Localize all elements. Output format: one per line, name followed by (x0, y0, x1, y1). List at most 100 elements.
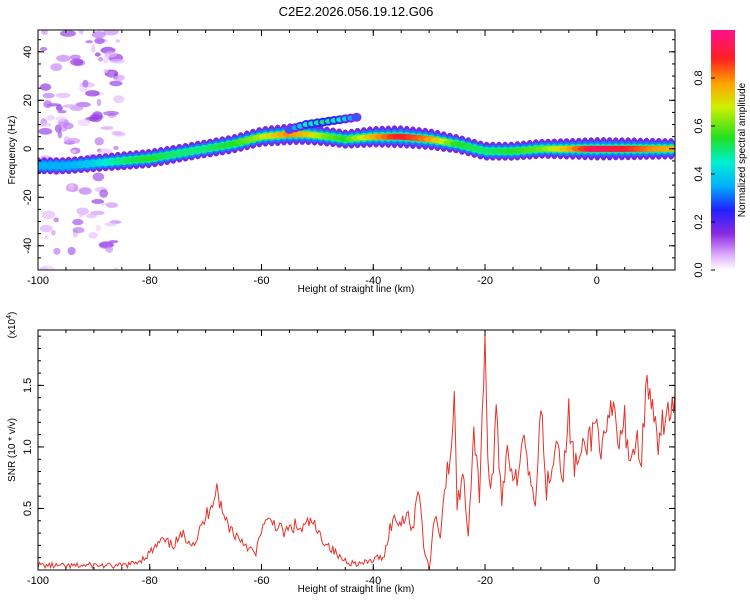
spectrogram-noise-blob (72, 227, 85, 234)
y-tick-label: 40 (22, 46, 34, 58)
spectrogram-noise-blob (99, 241, 114, 248)
colorbar-tick-label: 0.6 (693, 118, 705, 133)
x-tick-label: -100 (27, 575, 49, 587)
x-tick-label: -100 (27, 275, 49, 287)
spectrogram-ridge-cell (39, 161, 49, 170)
spectrogram-secondary-core (353, 114, 360, 120)
spectrogram-panel: -100 -80 -60 -40 -20 0 -40 -20 0 20 40 Height of s… (7, 29, 676, 295)
snr-multiplier-exp: 4 (6, 315, 13, 319)
y-tick-label: -20 (22, 189, 34, 205)
x-tick-label: -80 (142, 275, 158, 287)
x-tick-label: -40 (365, 275, 381, 287)
spectrogram-ticks: -100 -80 -60 -40 -20 0 -40 -20 0 20 40 (22, 30, 675, 287)
spectrogram-noise-blob (77, 119, 91, 127)
spectrogram-noise-blob (111, 130, 123, 136)
colorbar-ticks: 0.0 0.2 0.4 0.6 0.8 (693, 70, 715, 278)
snr-multiplier-base: (x10 (7, 318, 18, 338)
spectrogram-noise-blob (103, 68, 109, 74)
x-tick-label: -40 (365, 575, 381, 587)
y-tick-label: 1.5 (22, 378, 34, 393)
spectrogram-ylabel: Frequency (Hz) (7, 116, 18, 185)
snr-multiplier-close: ) (7, 312, 18, 315)
spectrogram-noise-blob (38, 127, 53, 135)
spectrogram-noise-blob (53, 247, 61, 255)
spectrogram-noise-blob (85, 90, 100, 97)
spectrogram-noise-blob (98, 57, 103, 62)
spectrogram-noise-blob (108, 71, 115, 79)
spectrogram-noise-blob (62, 122, 74, 130)
x-tick-label: -20 (477, 575, 493, 587)
y-tick-label: 1.0 (22, 439, 34, 454)
spectrogram-noise-blob (97, 148, 113, 156)
spectrogram-noise-blob (82, 79, 89, 88)
spectrogram-noise-blob (109, 80, 123, 87)
spectrogram-noise-blob (39, 46, 48, 52)
spectrogram-noise-blob (96, 98, 102, 107)
snr-series-line (38, 334, 675, 570)
spectrogram-ridge-cell (51, 161, 61, 170)
snr-xlabel: Height of straight line (km) (298, 584, 415, 595)
y-tick-label: 0 (22, 146, 34, 152)
spectrogram-noise-blob (42, 92, 55, 99)
spectrogram-noise-blob (67, 246, 76, 256)
x-tick-label: -20 (477, 275, 493, 287)
snr-panel: -100 -80 -60 -40 -20 0 0.5 1.0 1.5 Height of str… (6, 312, 676, 595)
colorbar: 0.0 0.2 0.4 0.6 0.8 Normalized spectral ampl… (693, 30, 748, 278)
spectrogram-noise-blob (112, 74, 125, 82)
spectrogram-noise-blob (41, 210, 56, 220)
spectrogram-noise-blob (44, 235, 49, 240)
spectrogram-noise-blob (95, 224, 102, 232)
y-tick-label: 20 (22, 94, 34, 106)
spectrogram-noise-blob (56, 54, 71, 62)
spectrogram-noise-blob (100, 126, 114, 130)
spectrogram-noise-blob (72, 218, 84, 226)
spectrogram-noise-blob (55, 105, 63, 111)
spectrogram-xlabel: Height of straight line (km) (298, 284, 415, 295)
spectrogram-noise-blob (113, 95, 125, 104)
spectrogram-noise-blob (55, 116, 67, 122)
spectrogram-noise-blob (104, 222, 117, 227)
snr-ticks: -100 -80 -60 -40 -20 0 0.5 1.0 1.5 (22, 330, 675, 587)
x-tick-label: -80 (142, 575, 158, 587)
y-tick-label: -40 (22, 238, 34, 254)
colorbar-tick-label: 0.8 (693, 70, 705, 85)
colorbar-tick-label: 0.2 (693, 214, 705, 229)
spectrogram-noise-blob (51, 229, 56, 236)
spectrogram-noise-blob (78, 30, 84, 35)
colorbar-tick-label: 0.4 (693, 166, 705, 181)
spectrogram-noise-blob (78, 187, 92, 195)
spectrogram-frame (37, 29, 676, 271)
spectrogram-noise-blob (67, 137, 81, 144)
spectrogram-noise-blob (53, 217, 59, 223)
spectrogram-noise-blob (40, 265, 55, 270)
figure-title: C2E2.2026.056.19.12.G06 (279, 4, 434, 19)
snr-ylabel: SNR (10 * v/v) (7, 418, 18, 482)
spectrogram-noise-blob (62, 104, 78, 108)
spectrogram-noise-blob (105, 202, 114, 207)
spectrogram-noise-blob (71, 149, 77, 153)
spectrogram-noise-blob (99, 189, 109, 198)
spectrogram-noise-blob (68, 183, 75, 191)
snr-frame (37, 329, 676, 571)
spectrogram-noise-blob (112, 267, 119, 270)
spectrogram-noise-blob (70, 58, 84, 66)
spectrogram-noise-blob (103, 30, 119, 36)
spectrogram-noise-blob (55, 92, 71, 99)
spectrogram-noise-blob (40, 83, 52, 91)
spectrogram-noise-blob (41, 30, 48, 35)
snr-marks (38, 334, 675, 570)
spectrogram-marks (38, 30, 675, 270)
spectrogram-noise-blob (50, 63, 63, 71)
colorbar-tick-label: 0.0 (693, 262, 705, 277)
y-tick-label: 0.5 (22, 501, 34, 516)
spectrogram-noise-blob (109, 59, 125, 64)
x-tick-label: -60 (254, 575, 270, 587)
colorbar-gradient (711, 30, 735, 270)
spectrogram-noise-blob (105, 246, 114, 253)
spectrogram-noise-blob (85, 40, 93, 44)
spectrogram-noise-blob (94, 52, 101, 57)
spectrogram-noise-blob (88, 232, 98, 239)
spectrogram-noise-blob (94, 37, 105, 45)
